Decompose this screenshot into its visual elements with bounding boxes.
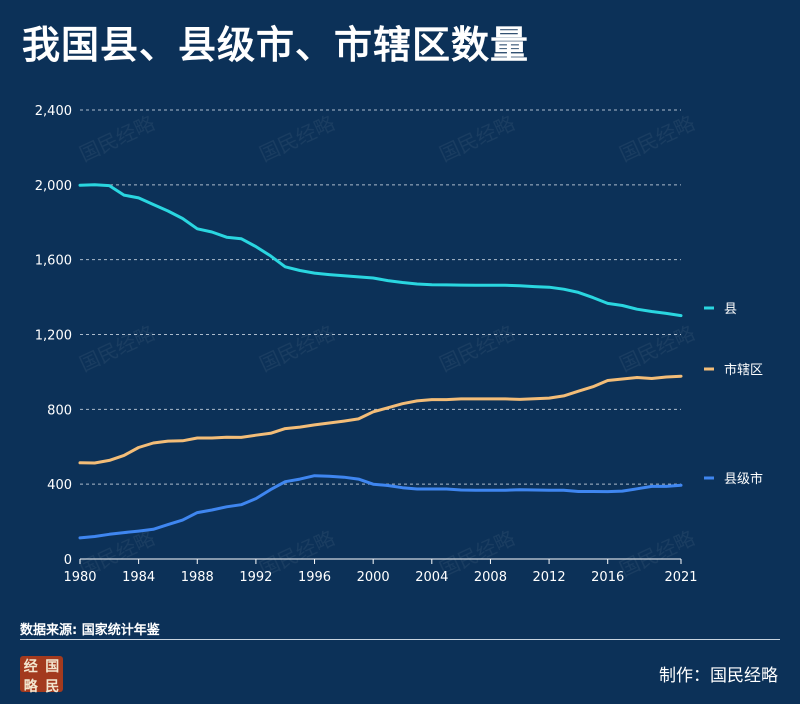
x-tick-label: 1980 bbox=[63, 570, 96, 585]
credit-text: 制作：国民经略 bbox=[659, 666, 778, 686]
series-line-县 bbox=[78, 183, 683, 318]
y-tick-label: 400 bbox=[47, 478, 72, 493]
watermark-text: 国民经略 bbox=[436, 321, 519, 377]
watermark-text: 国民经略 bbox=[76, 111, 159, 167]
chart-title: 我国县、县级市、市辖区数量 bbox=[22, 23, 530, 67]
footer-divider bbox=[20, 639, 780, 640]
x-tick-label: 2004 bbox=[415, 570, 448, 585]
y-tick-label: 0 bbox=[64, 553, 72, 568]
data-source-note: 数据来源: 国家统计年鉴 bbox=[20, 623, 160, 638]
series-line-县级市 bbox=[78, 474, 683, 540]
logo-char: 国 bbox=[45, 659, 60, 675]
logo-char: 经 bbox=[23, 659, 38, 675]
logo-char: 略 bbox=[23, 679, 38, 695]
series-lines bbox=[78, 183, 683, 540]
y-tick-label: 1,600 bbox=[35, 254, 72, 269]
watermark-text: 国民经略 bbox=[256, 321, 339, 377]
x-tick-label: 2008 bbox=[474, 570, 507, 585]
x-tick-label: 1992 bbox=[239, 570, 272, 585]
x-axis: 1980 1984 1988 1992 1996 2000 2004 2008 2012 2016… bbox=[63, 558, 698, 585]
y-tick-label: 2,400 bbox=[35, 104, 72, 119]
brand-logo: 经 国 略 民 bbox=[20, 656, 63, 695]
legend-label: 县 bbox=[724, 302, 737, 317]
x-tick-label: 1996 bbox=[298, 570, 331, 585]
y-axis: 0 400 800 1,200 1,600 2,000 2,400 bbox=[35, 104, 72, 568]
watermark-text: 国民经略 bbox=[616, 111, 699, 167]
watermark-text: 国民经略 bbox=[256, 111, 339, 167]
watermark-text: 国民经略 bbox=[76, 321, 159, 377]
x-tick-label: 1984 bbox=[122, 570, 155, 585]
x-tick-label: 2000 bbox=[357, 570, 390, 585]
legend-label: 市辖区 bbox=[724, 362, 763, 378]
watermark-text: 国民经略 bbox=[436, 111, 519, 167]
y-tick-label: 2,000 bbox=[35, 179, 72, 194]
watermark-text: 国民经略 bbox=[616, 321, 699, 377]
logo-char: 民 bbox=[45, 679, 60, 695]
x-tick-label: 2012 bbox=[533, 570, 566, 585]
x-tick-label: 2016 bbox=[591, 570, 624, 585]
y-tick-label: 800 bbox=[47, 403, 72, 418]
series-line-市辖区 bbox=[78, 374, 683, 465]
legend-label: 县级市 bbox=[724, 471, 763, 487]
x-tick-label: 1988 bbox=[181, 570, 214, 585]
x-tick-label: 2021 bbox=[664, 570, 697, 585]
y-tick-label: 1,200 bbox=[35, 329, 72, 344]
